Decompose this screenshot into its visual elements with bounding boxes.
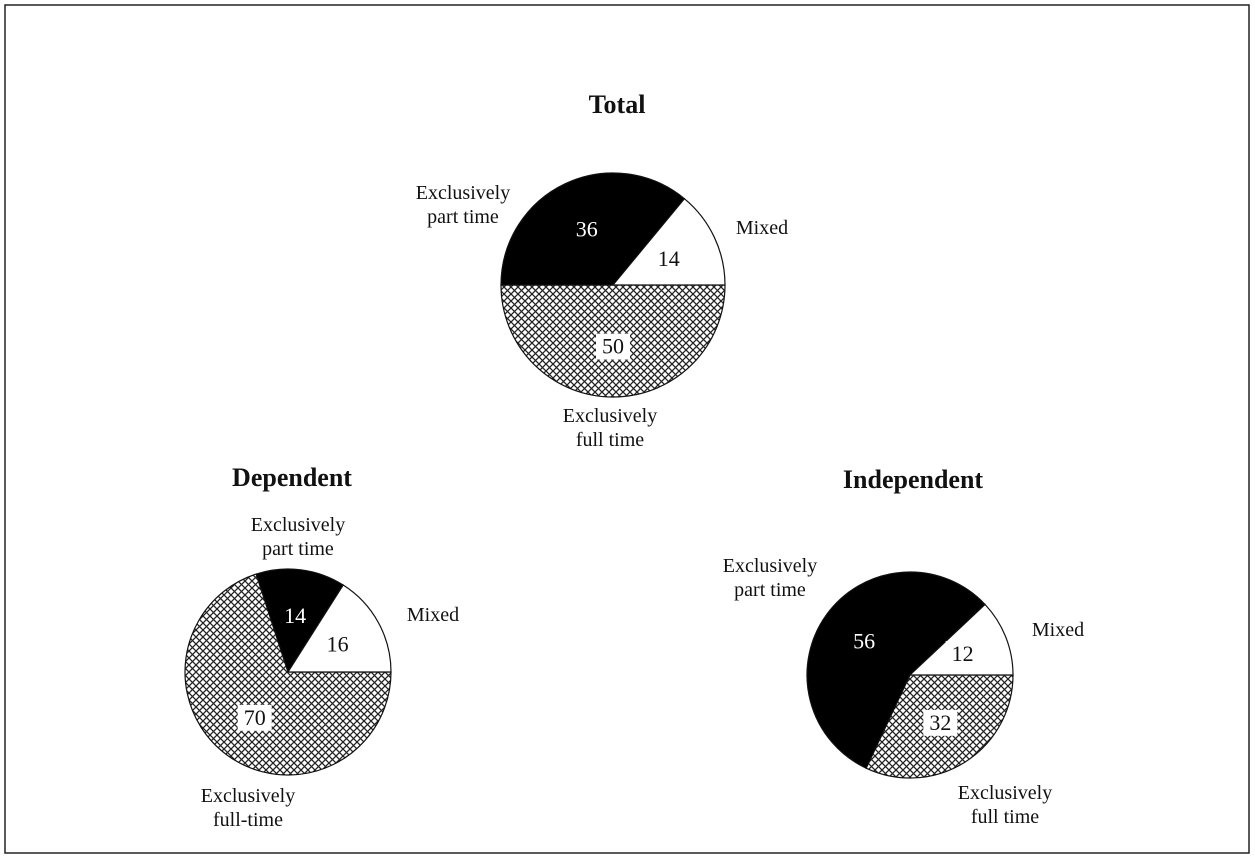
category-label: Exclusively full time	[562, 405, 658, 451]
frame	[4, 4, 1250, 854]
category-label: Mixed	[735, 217, 789, 239]
category-label: Exclusively part time	[415, 182, 511, 228]
pie-slice	[500, 172, 686, 286]
category-label: Exclusively part time	[722, 555, 818, 601]
pie-title: Total	[588, 90, 646, 119]
pie-slice	[908, 603, 1014, 676]
pie-slice	[611, 197, 726, 286]
value-label: 32	[929, 710, 951, 735]
value-label: 50	[602, 334, 624, 359]
value-label-bg	[923, 709, 958, 736]
value-label: 14	[284, 603, 306, 628]
pie-slice	[806, 571, 986, 769]
pie-title: Dependent	[232, 463, 352, 492]
value-label-bg	[596, 333, 630, 360]
value-label: 16	[327, 632, 349, 657]
value-label: 56	[853, 629, 875, 654]
value-label: 36	[576, 216, 598, 241]
value-label-bg	[651, 245, 686, 272]
category-label: Exclusively full time	[957, 782, 1053, 828]
value-label-bg	[237, 704, 272, 731]
value-label: 12	[952, 641, 974, 666]
pie-slice	[255, 568, 345, 674]
value-label-bg	[945, 641, 980, 668]
value-label-bg	[320, 631, 355, 658]
category-label: Exclusively full-time	[200, 785, 296, 831]
pie-title: Independent	[842, 465, 984, 494]
category-label: Mixed	[406, 604, 460, 626]
value-label: 70	[244, 705, 266, 730]
category-label: Mixed	[1031, 619, 1085, 641]
value-label: 14	[658, 246, 680, 271]
category-label: Exclusively part time	[250, 514, 346, 560]
pie-slice	[286, 584, 392, 673]
pie-slice	[184, 573, 392, 776]
